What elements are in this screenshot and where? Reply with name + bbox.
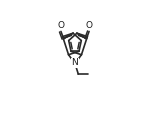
Text: O: O	[57, 21, 64, 30]
Text: O: O	[85, 21, 93, 30]
Text: N: N	[72, 58, 78, 67]
